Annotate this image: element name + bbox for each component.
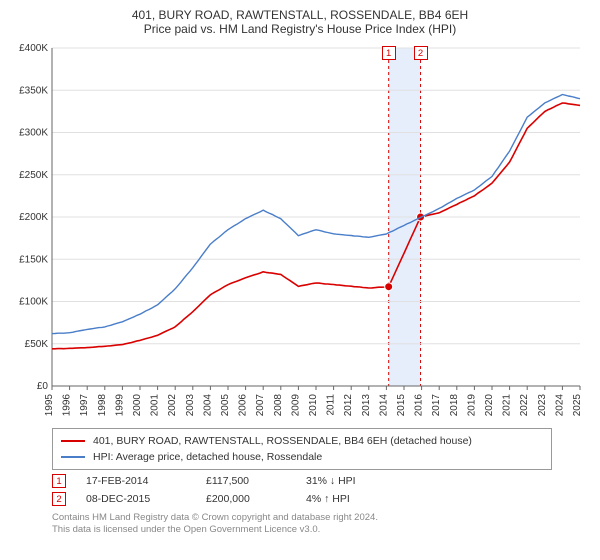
event-marker: 2 [52, 492, 66, 506]
svg-text:2011: 2011 [326, 394, 337, 416]
svg-text:2017: 2017 [431, 394, 442, 417]
svg-text:2018: 2018 [449, 394, 460, 417]
event-price: £200,000 [206, 493, 286, 505]
chart-marker-label: 1 [382, 46, 396, 60]
svg-text:2008: 2008 [273, 394, 284, 417]
footnote-line-1: Contains HM Land Registry data © Crown c… [52, 512, 590, 524]
svg-text:1999: 1999 [114, 394, 125, 417]
svg-text:1996: 1996 [62, 394, 73, 417]
svg-text:2006: 2006 [238, 394, 249, 417]
svg-text:1995: 1995 [44, 394, 55, 417]
svg-text:2001: 2001 [150, 394, 161, 417]
svg-text:2012: 2012 [343, 394, 354, 417]
svg-text:£250K: £250K [19, 170, 48, 181]
legend-item: 401, BURY ROAD, RAWTENSTALL, ROSSENDALE,… [61, 433, 543, 449]
svg-text:£400K: £400K [19, 43, 48, 54]
svg-text:2010: 2010 [308, 394, 319, 417]
svg-text:2022: 2022 [519, 394, 530, 417]
svg-text:£350K: £350K [19, 85, 48, 96]
event-row: 2 08-DEC-2015 £200,000 4% ↑ HPI [52, 492, 590, 506]
svg-text:2003: 2003 [185, 394, 196, 417]
chart-wrap: £0 £50K £100K £150K £200K £250K £300K £350K £400… [10, 42, 590, 422]
footnote-line-2: This data is licensed under the Open Gov… [52, 524, 590, 536]
svg-text:2020: 2020 [484, 394, 495, 417]
svg-text:2004: 2004 [202, 394, 213, 417]
event-marker: 1 [52, 474, 66, 488]
event-date: 08-DEC-2015 [86, 493, 186, 505]
svg-text:1998: 1998 [97, 394, 108, 417]
legend-swatch [61, 456, 85, 458]
svg-text:£0: £0 [37, 381, 49, 392]
svg-text:£50K: £50K [25, 339, 49, 350]
svg-text:£100K: £100K [19, 297, 48, 308]
legend: 401, BURY ROAD, RAWTENSTALL, ROSSENDALE,… [52, 428, 552, 470]
svg-text:2009: 2009 [290, 394, 301, 417]
svg-text:£200K: £200K [19, 212, 48, 223]
svg-text:2007: 2007 [255, 394, 266, 417]
chart-container: 401, BURY ROAD, RAWTENSTALL, ROSSENDALE,… [0, 0, 600, 560]
events-table: 1 17-FEB-2014 £117,500 31% ↓ HPI 2 08-DEC-201… [52, 474, 590, 506]
event-price: £117,500 [206, 475, 286, 487]
svg-text:2013: 2013 [361, 394, 372, 417]
line-chart: £0 £50K £100K £150K £200K £250K £300K £350K £400… [10, 42, 590, 422]
legend-item: HPI: Average price, detached house, Ross… [61, 449, 543, 465]
svg-text:2019: 2019 [466, 394, 477, 417]
svg-text:2015: 2015 [396, 394, 407, 417]
svg-text:2000: 2000 [132, 394, 143, 417]
svg-text:2021: 2021 [502, 394, 513, 417]
event-pct: 31% ↓ HPI [306, 475, 396, 487]
footnote: Contains HM Land Registry data © Crown c… [52, 512, 590, 536]
svg-text:2005: 2005 [220, 394, 231, 417]
svg-text:2014: 2014 [378, 394, 389, 417]
svg-text:2016: 2016 [414, 394, 425, 417]
event-date: 17-FEB-2014 [86, 475, 186, 487]
event-pct: 4% ↑ HPI [306, 493, 396, 505]
svg-text:£150K: £150K [19, 254, 48, 265]
svg-text:£300K: £300K [19, 128, 48, 139]
svg-text:1997: 1997 [79, 394, 90, 417]
legend-text: HPI: Average price, detached house, Ross… [93, 449, 322, 465]
chart-marker-label: 2 [414, 46, 428, 60]
title-sub: Price paid vs. HM Land Registry's House … [10, 22, 590, 36]
event-row: 1 17-FEB-2014 £117,500 31% ↓ HPI [52, 474, 590, 488]
svg-text:2002: 2002 [167, 394, 178, 417]
legend-swatch [61, 440, 85, 442]
title-main: 401, BURY ROAD, RAWTENSTALL, ROSSENDALE,… [10, 8, 590, 22]
svg-text:2024: 2024 [554, 394, 565, 417]
svg-text:2023: 2023 [537, 394, 548, 417]
legend-text: 401, BURY ROAD, RAWTENSTALL, ROSSENDALE,… [93, 433, 472, 449]
svg-text:2025: 2025 [572, 394, 583, 417]
title-block: 401, BURY ROAD, RAWTENSTALL, ROSSENDALE,… [10, 8, 590, 36]
